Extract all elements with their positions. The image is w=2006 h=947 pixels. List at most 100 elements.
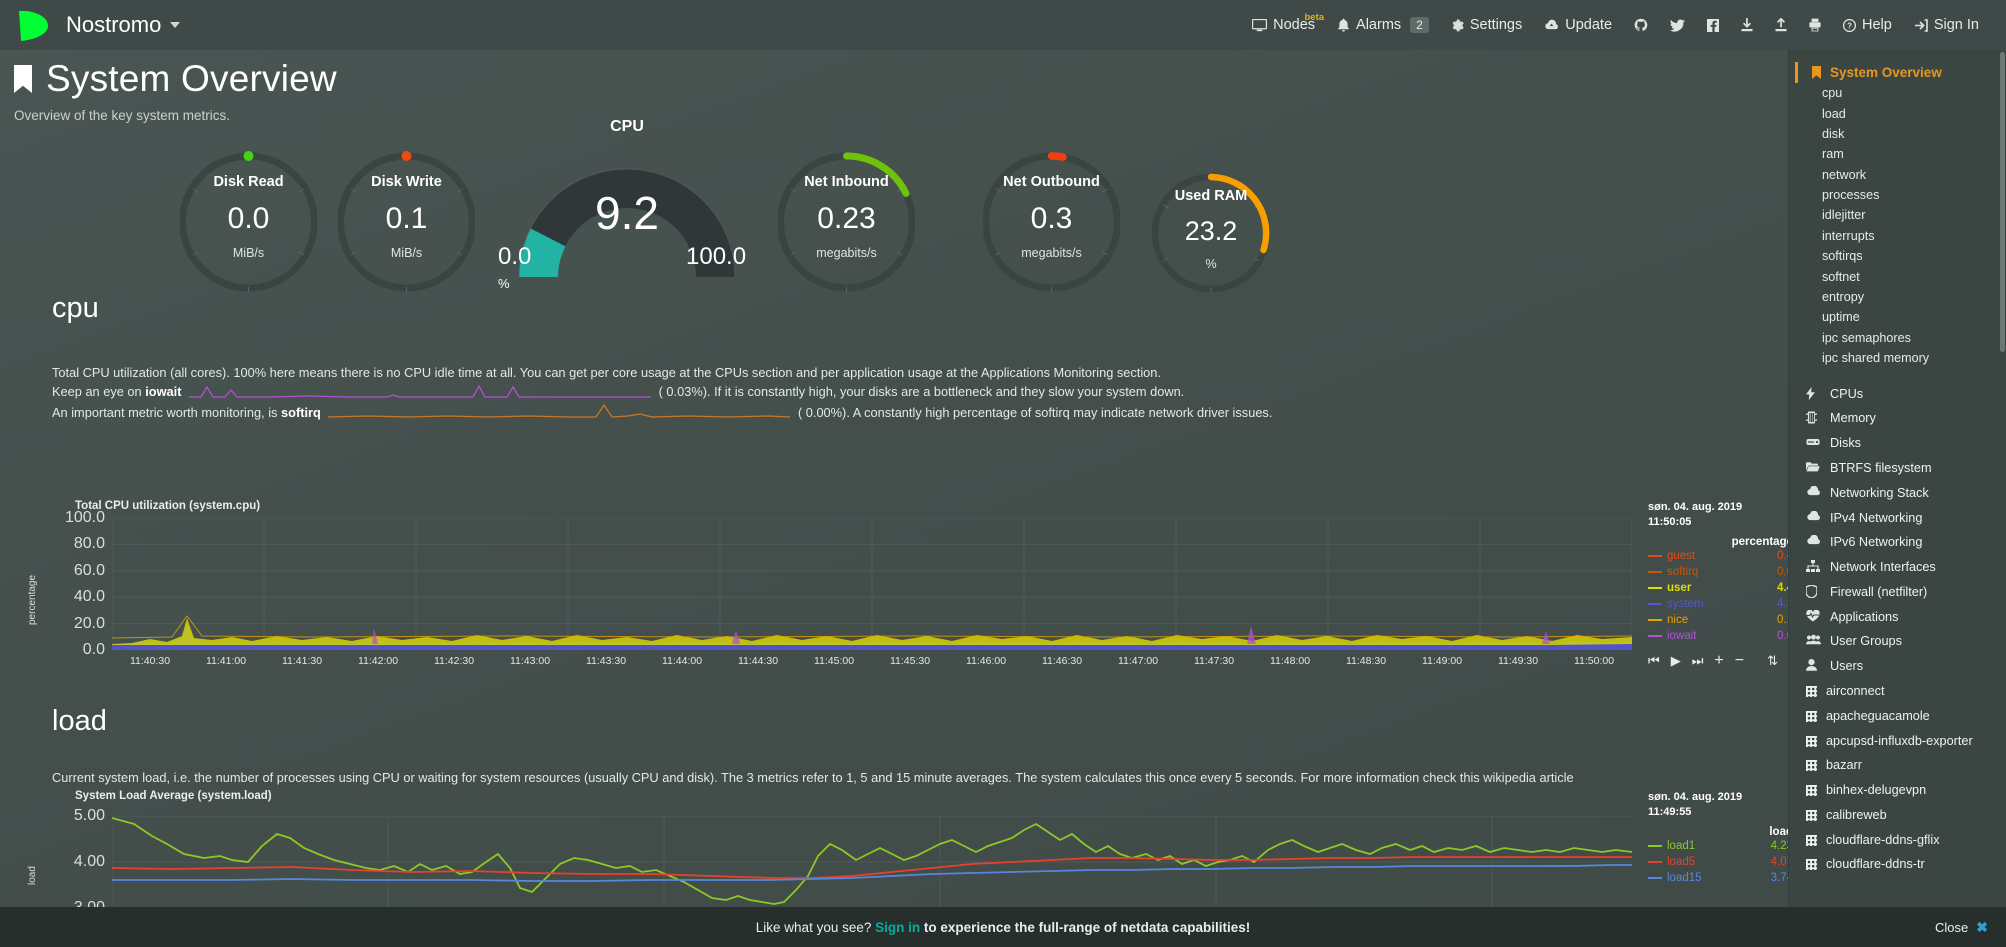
section-desc-cpu: Total CPU utilization (all cores). 100% … — [52, 363, 1392, 423]
gauge-disk-read[interactable]: Disk Read 0.0 MiB/s — [180, 136, 317, 298]
ytick: 5.00 — [73, 807, 105, 824]
chart-plot-area[interactable] — [111, 517, 1633, 651]
gauge-unit: megabits/s — [816, 246, 877, 260]
gauge-net-inbound[interactable]: Net Inbound 0.23 megabits/s — [778, 136, 915, 298]
chart-plot-area[interactable] — [111, 815, 1633, 909]
nav-github[interactable] — [1623, 11, 1659, 39]
sidebar-item-networking-stack[interactable]: Networking Stack — [1789, 480, 2006, 505]
nav-help[interactable]: ? Help — [1832, 10, 1903, 40]
gauge-net-outbound[interactable]: Net Outbound 0.3 megabits/s — [983, 136, 1120, 298]
gauge-used-ram[interactable]: Used RAM 23.2 % — [1152, 160, 1270, 298]
nav-settings[interactable]: Settings — [1440, 10, 1533, 40]
sidebar-subitem-interrupts[interactable]: interrupts — [1822, 228, 1875, 243]
gauge-disk-write[interactable]: Disk Write 0.1 MiB/s — [338, 136, 475, 298]
sidebar-item-applications[interactable]: Applications — [1789, 604, 2006, 629]
sidebar-subitem-uptime[interactable]: uptime — [1822, 310, 1860, 325]
chart-x-axis: 11:40:30 11:41:00 11:41:30 11:42:00 11:4… — [112, 655, 1632, 671]
hdd-icon — [1806, 436, 1821, 446]
sidebar-subitem-cpu[interactable]: cpu — [1822, 86, 1843, 101]
sidebar-item-binhex-delugevpn[interactable]: binhex-delugevpn — [1789, 778, 2006, 803]
nav-facebook[interactable] — [1696, 12, 1730, 39]
chart-legend: søn. 04. aug. 2019 11:50:05 percentage g… — [1648, 500, 1793, 644]
legend-item[interactable]: nice 0.1 — [1648, 612, 1793, 628]
sidebar-subitem-ipc-shared-memory[interactable]: ipc shared memory — [1822, 351, 1930, 366]
legend-item[interactable]: load15 3.74 — [1648, 870, 1793, 886]
legend-item[interactable]: softirq 0.0 — [1648, 564, 1793, 580]
brand-menu[interactable]: Nostromo — [66, 12, 181, 38]
gauge-cpu[interactable]: CPU 9.2 — [506, 118, 748, 299]
nav-alarms[interactable]: Alarms 2 — [1326, 10, 1440, 40]
sidebar-item-calibreweb[interactable]: calibreweb — [1789, 803, 2006, 828]
sidebar-subitem-entropy[interactable]: entropy — [1822, 289, 1865, 304]
forward-icon[interactable]: ⏭ — [1691, 653, 1704, 668]
legend-item[interactable]: user 4.4 — [1648, 580, 1793, 596]
legend-item[interactable]: load5 4.07 — [1648, 854, 1793, 870]
cpu-desc-line-3: An important metric worth monitoring, is… — [52, 403, 1392, 424]
chart-system-load[interactable]: System Load Average (system.load) load 5… — [27, 790, 1793, 920]
play-icon[interactable]: ▶ — [1670, 653, 1681, 668]
print-icon — [1809, 18, 1821, 32]
nav-print[interactable] — [1798, 11, 1832, 39]
nav-twitter[interactable] — [1659, 12, 1696, 39]
nav-help-label: Help — [1862, 17, 1892, 33]
close-icon[interactable]: ✖ — [1976, 918, 1988, 935]
bottombar-text-pre: Like what you see? — [755, 919, 872, 935]
ytick: 100.0 — [64, 509, 105, 526]
nav-signin[interactable]: Sign In — [1903, 10, 1990, 40]
legend-item[interactable]: system 4.3 — [1648, 596, 1793, 612]
sidebar-subitem-disk[interactable]: disk — [1822, 126, 1845, 141]
sidebar-item-cpus[interactable]: CPUs — [1789, 381, 2006, 406]
sidebar-item-cloudflare-ddns-gflix[interactable]: cloudflare-ddns-gflix — [1789, 827, 2006, 852]
sidebar-item-ipv4-networking[interactable]: IPv4 Networking — [1789, 505, 2006, 530]
netdata-leaf-logo[interactable] — [12, 9, 56, 41]
sidebar-subitem-softnet[interactable]: softnet — [1822, 269, 1860, 284]
sidebar-item-apacheguacamole[interactable]: apacheguacamole — [1789, 703, 2006, 728]
legend-item[interactable]: load1 4.23 — [1648, 838, 1793, 854]
sidebar-item-system-overview[interactable]: System Overview — [1795, 62, 2006, 83]
sidebar-subitem-idlejitter[interactable]: idlejitter — [1822, 208, 1866, 223]
legend-item[interactable]: iowait 0.0 — [1648, 628, 1793, 644]
sidebar-scrollbar[interactable] — [2000, 52, 2005, 352]
sidebar-item-airconnect[interactable]: airconnect — [1789, 679, 2006, 704]
legend-value: 4.23 — [1770, 840, 1793, 852]
sidebar-subitem-ram[interactable]: ram — [1822, 147, 1844, 162]
sidebar-active-label: System Overview — [1830, 65, 1942, 80]
sidebar-subitem-load[interactable]: load — [1822, 106, 1846, 121]
nav-nodes[interactable]: Nodes beta — [1241, 10, 1326, 40]
xtick: 11:46:00 — [965, 655, 1007, 667]
legend-item[interactable]: guest 0.4 — [1648, 548, 1793, 564]
zoom-out-icon[interactable]: − — [1734, 652, 1745, 669]
nav-import[interactable] — [1730, 11, 1764, 39]
chart-system-cpu[interactable]: Total CPU utilization (system.cpu) perce… — [27, 500, 1793, 680]
sidebar-item-memory[interactable]: Memory — [1789, 406, 2006, 431]
sidebar-subitem-softirqs[interactable]: softirqs — [1822, 249, 1863, 264]
sidebar-item-disks[interactable]: Disks — [1789, 431, 2006, 456]
sidebar-item-bazarr[interactable]: bazarr — [1789, 753, 2006, 778]
sidebar-item-btrfs-filesystem[interactable]: BTRFS filesystem — [1789, 456, 2006, 481]
gauge-unit: megabits/s — [1021, 246, 1082, 260]
svg-text:?: ? — [1847, 21, 1852, 30]
rewind-icon[interactable]: ⏮ — [1648, 653, 1660, 668]
sidebar-item-users[interactable]: Users — [1789, 654, 2006, 679]
chart-title: System Load Average (system.load) — [75, 790, 272, 802]
bottombar-close-button[interactable]: Close ✖ — [1935, 919, 1988, 936]
sidebar-subitem-ipc-semaphores[interactable]: ipc semaphores — [1822, 330, 1911, 345]
right-sidebar[interactable]: System Overview cpu load disk ram networ… — [1788, 50, 2006, 947]
zoom-in-icon[interactable]: + — [1714, 652, 1724, 669]
sidebar-item-cloudflare-ddns-tr[interactable]: cloudflare-ddns-tr — [1789, 852, 2006, 877]
sidebar-subitem-network[interactable]: network — [1822, 167, 1867, 182]
chart-y-axis: 5.00 4.00 3.00 — [60, 807, 105, 916]
bottombar-signin-link[interactable]: Sign in — [875, 919, 921, 935]
nav-export[interactable] — [1764, 11, 1798, 39]
sidebar-item-ipv6-networking[interactable]: IPv6 Networking — [1789, 530, 2006, 555]
sidebar-label: calibreweb — [1826, 807, 1887, 822]
xtick: 11:49:30 — [1497, 655, 1539, 667]
sidebar-item-network-interfaces[interactable]: Network Interfaces — [1789, 555, 2006, 580]
sidebar-item-user-groups[interactable]: User Groups — [1789, 629, 2006, 654]
resize-icon[interactable]: ⇅ — [1767, 653, 1778, 668]
sidebar-item-apcupsd-influxdb-exporter[interactable]: apcupsd-influxdb-exporter — [1789, 728, 2006, 753]
sidebar-subitem-processes[interactable]: processes — [1822, 188, 1880, 203]
page-subtitle: Overview of the key system metrics. — [14, 108, 231, 123]
sidebar-item-firewall-netfilter[interactable]: Firewall (netfilter) — [1789, 580, 2006, 605]
nav-update[interactable]: Update — [1533, 10, 1623, 40]
